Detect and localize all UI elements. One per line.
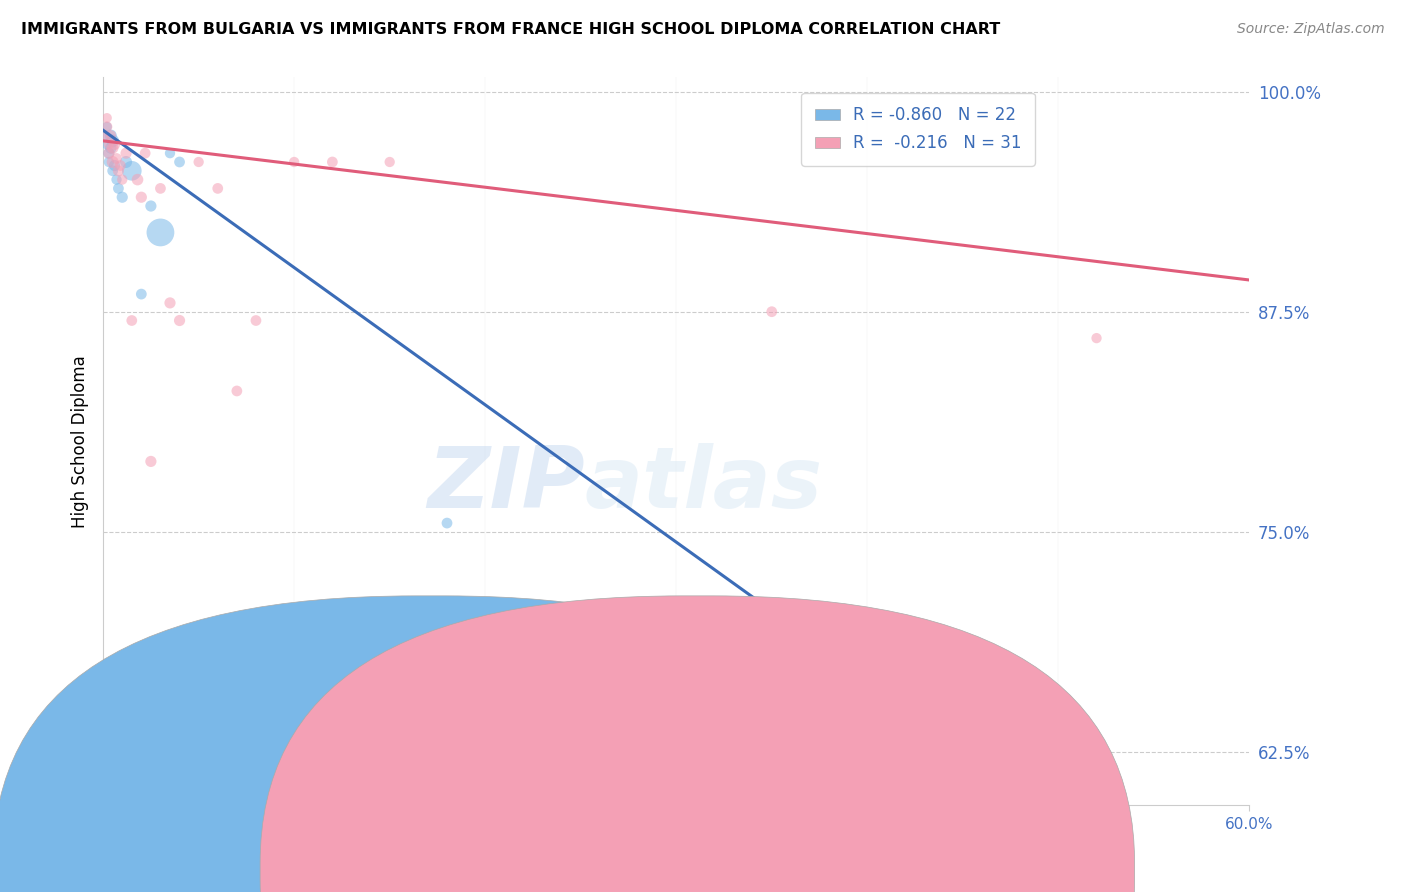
Point bbox=[139, 199, 162, 213]
Point bbox=[283, 155, 305, 169]
Text: atlas: atlas bbox=[585, 443, 823, 526]
Point bbox=[97, 137, 120, 152]
Point bbox=[378, 155, 401, 169]
Point bbox=[149, 226, 172, 240]
Point bbox=[111, 190, 134, 204]
Point bbox=[134, 146, 156, 161]
Point bbox=[207, 181, 229, 195]
Point bbox=[100, 141, 122, 155]
Point bbox=[104, 137, 127, 152]
Text: Source: ZipAtlas.com: Source: ZipAtlas.com bbox=[1237, 22, 1385, 37]
Point bbox=[105, 172, 128, 186]
Point bbox=[97, 146, 120, 161]
Text: Immigrants from France: Immigrants from France bbox=[720, 864, 904, 879]
Point bbox=[115, 146, 138, 161]
Point bbox=[104, 159, 127, 173]
Point bbox=[97, 146, 120, 161]
Point bbox=[101, 134, 124, 148]
Point bbox=[127, 172, 149, 186]
Point bbox=[100, 128, 122, 143]
Point bbox=[149, 181, 172, 195]
Point bbox=[436, 516, 458, 530]
Point bbox=[101, 155, 124, 169]
Point bbox=[96, 111, 118, 125]
Point bbox=[914, 772, 936, 786]
Point bbox=[111, 172, 134, 186]
Point bbox=[115, 155, 138, 169]
Point bbox=[96, 137, 118, 152]
Point bbox=[105, 152, 128, 166]
Point bbox=[110, 159, 132, 173]
Legend: R = -0.860   N = 22, R =  -0.216   N = 31: R = -0.860 N = 22, R = -0.216 N = 31 bbox=[801, 93, 1035, 166]
Point bbox=[100, 128, 122, 143]
Point bbox=[761, 304, 783, 318]
Point bbox=[121, 313, 143, 327]
Point bbox=[97, 155, 120, 169]
Point bbox=[121, 163, 143, 178]
Point bbox=[245, 313, 267, 327]
Point bbox=[96, 120, 118, 134]
Point bbox=[321, 155, 343, 169]
Point bbox=[187, 155, 209, 169]
Text: Immigrants from Bulgaria: Immigrants from Bulgaria bbox=[453, 864, 650, 879]
Y-axis label: High School Diploma: High School Diploma bbox=[72, 355, 89, 527]
Text: ZIP: ZIP bbox=[427, 443, 585, 526]
Point bbox=[159, 296, 181, 310]
Text: IMMIGRANTS FROM BULGARIA VS IMMIGRANTS FROM FRANCE HIGH SCHOOL DIPLOMA CORRELATI: IMMIGRANTS FROM BULGARIA VS IMMIGRANTS F… bbox=[21, 22, 1000, 37]
Point bbox=[1085, 331, 1108, 345]
Point bbox=[169, 155, 191, 169]
Point bbox=[107, 181, 129, 195]
Point bbox=[131, 287, 153, 301]
Point bbox=[94, 128, 117, 143]
Point bbox=[94, 128, 117, 143]
Point bbox=[225, 384, 247, 398]
Point bbox=[139, 454, 162, 468]
Point bbox=[169, 313, 191, 327]
Point bbox=[96, 120, 118, 134]
Point bbox=[159, 146, 181, 161]
Point bbox=[101, 163, 124, 178]
Point bbox=[101, 141, 124, 155]
Point bbox=[107, 163, 129, 178]
Point bbox=[131, 190, 153, 204]
